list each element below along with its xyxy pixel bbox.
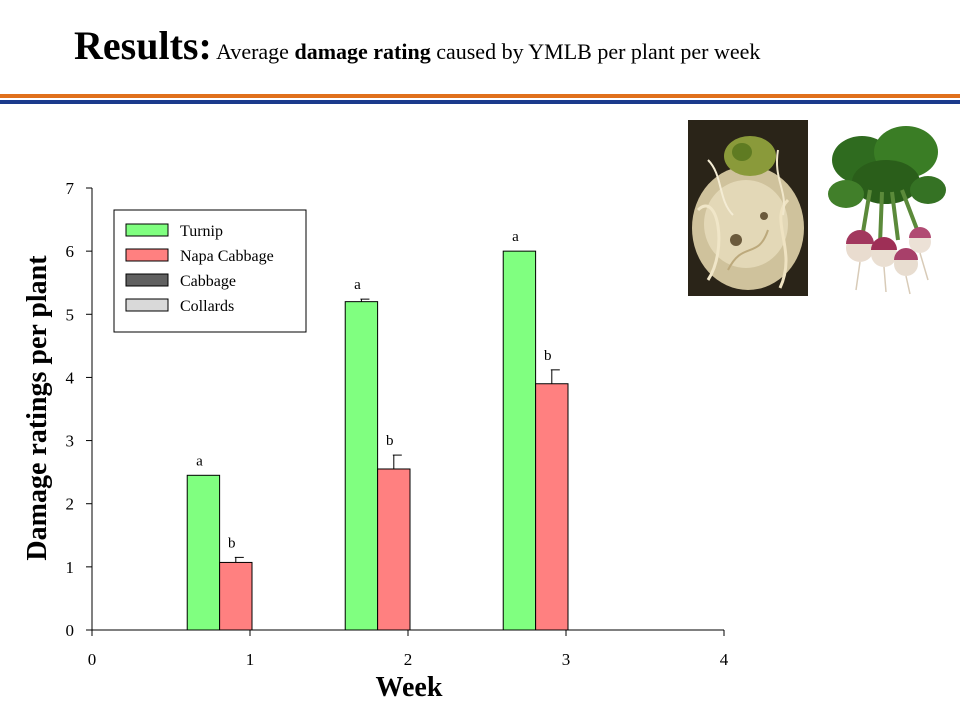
turnip-bunch-photo xyxy=(822,120,950,296)
y-tick-label: 7 xyxy=(66,179,75,198)
x-tick-label: 2 xyxy=(404,650,413,669)
bar-turnip xyxy=(502,250,537,631)
significance-letter: a xyxy=(196,453,203,469)
title-rule-orange xyxy=(0,94,960,98)
x-tick-label: 4 xyxy=(720,650,729,669)
legend-swatch xyxy=(125,298,169,312)
title-rule-blue xyxy=(0,100,960,104)
legend-swatch xyxy=(125,223,169,237)
bar-turnip xyxy=(344,301,379,631)
y-tick-label: 6 xyxy=(66,242,75,261)
significance-letter: b xyxy=(386,433,394,449)
slide-title: Results: Average damage rating caused by… xyxy=(74,22,760,69)
y-tick-label: 4 xyxy=(66,368,75,387)
y-tick-label: 3 xyxy=(66,432,75,451)
legend-swatch xyxy=(125,248,169,262)
title-pre: Average xyxy=(211,39,295,64)
x-axis-label: Week xyxy=(376,672,443,703)
legend-label: Collards xyxy=(180,298,234,315)
y-tick-label: 0 xyxy=(66,621,75,640)
x-tick-label: 0 xyxy=(88,650,97,669)
significance-letter: a xyxy=(354,277,361,293)
y-tick-label: 5 xyxy=(66,305,75,324)
bar-napa-cabbage xyxy=(377,468,411,631)
x-tick-label: 3 xyxy=(562,650,571,669)
legend-label: Turnip xyxy=(180,223,223,240)
x-tick-label: 1 xyxy=(246,650,255,669)
y-tick-label: 2 xyxy=(66,495,75,514)
y-tick-label: 1 xyxy=(66,558,75,577)
significance-letter: b xyxy=(228,535,236,551)
bar-napa-cabbage xyxy=(219,561,253,631)
y-axis-label: Damage ratings per plant xyxy=(22,255,53,561)
damage-rating-chart: 0 1 2 3 4 5 6 7 0 1 2 3 4 a b a b a b Turnip Napa Cabbage Ca… xyxy=(22,179,729,703)
legend-label: Cabbage xyxy=(180,273,236,290)
legend-swatch xyxy=(125,273,169,287)
title-bold: damage rating xyxy=(294,39,431,64)
bar-turnip xyxy=(186,474,221,631)
significance-letter: b xyxy=(544,348,552,364)
title-post: caused by YMLB per plant per week xyxy=(430,39,761,64)
legend-label: Napa Cabbage xyxy=(180,248,274,265)
title-lead: Results: xyxy=(74,23,212,68)
title-subtitle: Average damage rating caused by YMLB per… xyxy=(211,39,761,64)
significance-letter: a xyxy=(512,229,519,245)
bar-napa-cabbage xyxy=(535,383,569,631)
damaged-root-photo xyxy=(688,120,808,296)
